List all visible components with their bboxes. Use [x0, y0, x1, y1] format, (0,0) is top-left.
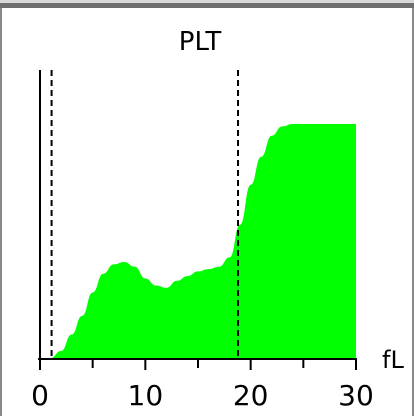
- x-tick-label-0: 0: [31, 379, 49, 412]
- x-tick-label-20: 20: [233, 379, 269, 412]
- plot-layer: 0 10 20 30: [31, 70, 374, 412]
- x-tick-label-10: 10: [128, 379, 164, 412]
- x-unit-label: fL: [382, 346, 404, 374]
- area-series-0: [50, 124, 357, 358]
- window-top-highlight: [0, 0, 414, 3]
- window-top-strip: [0, 0, 414, 8]
- chart-title: PLT: [179, 27, 222, 57]
- x-tick-label-30: 30: [338, 379, 374, 412]
